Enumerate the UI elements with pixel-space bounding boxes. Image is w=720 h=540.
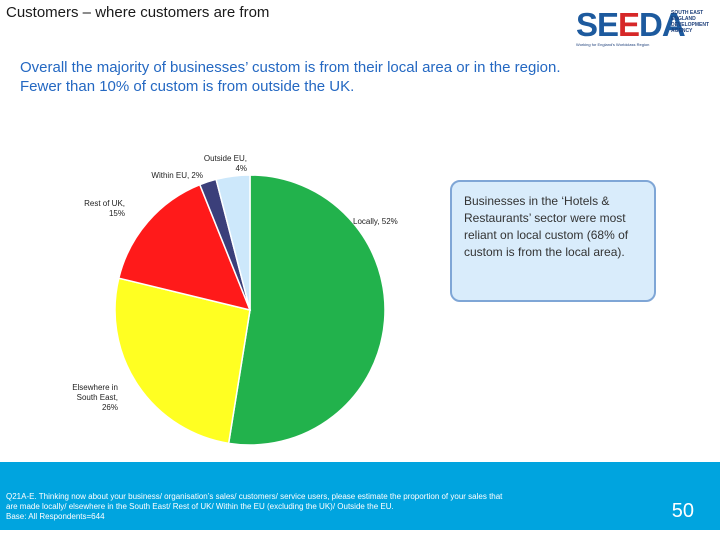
footnote-line-3: Base: All Respondents=644 xyxy=(6,512,105,521)
footnote-line-2: are made locally/ elsewhere in the South… xyxy=(6,502,394,511)
logo-side-text: SOUTH EAST ENGLAND DEVELOPMENT AGENCY xyxy=(671,10,710,34)
pie-slice-1 xyxy=(114,277,251,445)
headline-line-1: Overall the majority of businesses’ cust… xyxy=(20,59,561,76)
logo-wordmark: SEEDA xyxy=(576,6,686,43)
pie-slice-label-1: Elsewhere in South East, 26% xyxy=(72,383,118,412)
callout-text: Businesses in the ‘Hotels & Restaurants’… xyxy=(464,194,629,259)
footnote: Q21A-E. Thinking now about your business… xyxy=(6,492,646,522)
seeda-logo: SEEDA SOUTH EAST ENGLAND DEVELOPMENT AGE… xyxy=(576,6,716,52)
pie-slice-label-2: Rest of UK, 15% xyxy=(84,199,125,218)
headline-line-2: Fewer than 10% of custom is from outside… xyxy=(20,78,355,95)
pie-slice-label-3: Within EU, 2% xyxy=(151,171,203,180)
pie-slice-label-4: Outside EU, 4% xyxy=(204,154,247,173)
logo-tagline: Working for England's Worldclass Region xyxy=(576,42,650,47)
logo-accent-letter: E xyxy=(618,6,640,43)
footnote-line-1: Q21A-E. Thinking now about your business… xyxy=(6,492,503,501)
footer-band: Q21A-E. Thinking now about your business… xyxy=(0,462,720,530)
headline: Overall the majority of businesses’ cust… xyxy=(20,58,710,96)
pie-slice-4 xyxy=(215,174,251,311)
pie-slice-0 xyxy=(227,174,386,446)
page-number: 50 xyxy=(671,500,694,522)
pie-slice-label-0: Locally, 52% xyxy=(353,217,398,226)
slide-title: Customers – where customers are from xyxy=(6,4,270,21)
callout-box: Businesses in the ‘Hotels & Restaurants’… xyxy=(450,180,656,302)
pie-slice-2 xyxy=(117,183,252,312)
pie-chart: Locally, 52% Elsewhere in South East, 26% Re… xyxy=(72,154,398,446)
